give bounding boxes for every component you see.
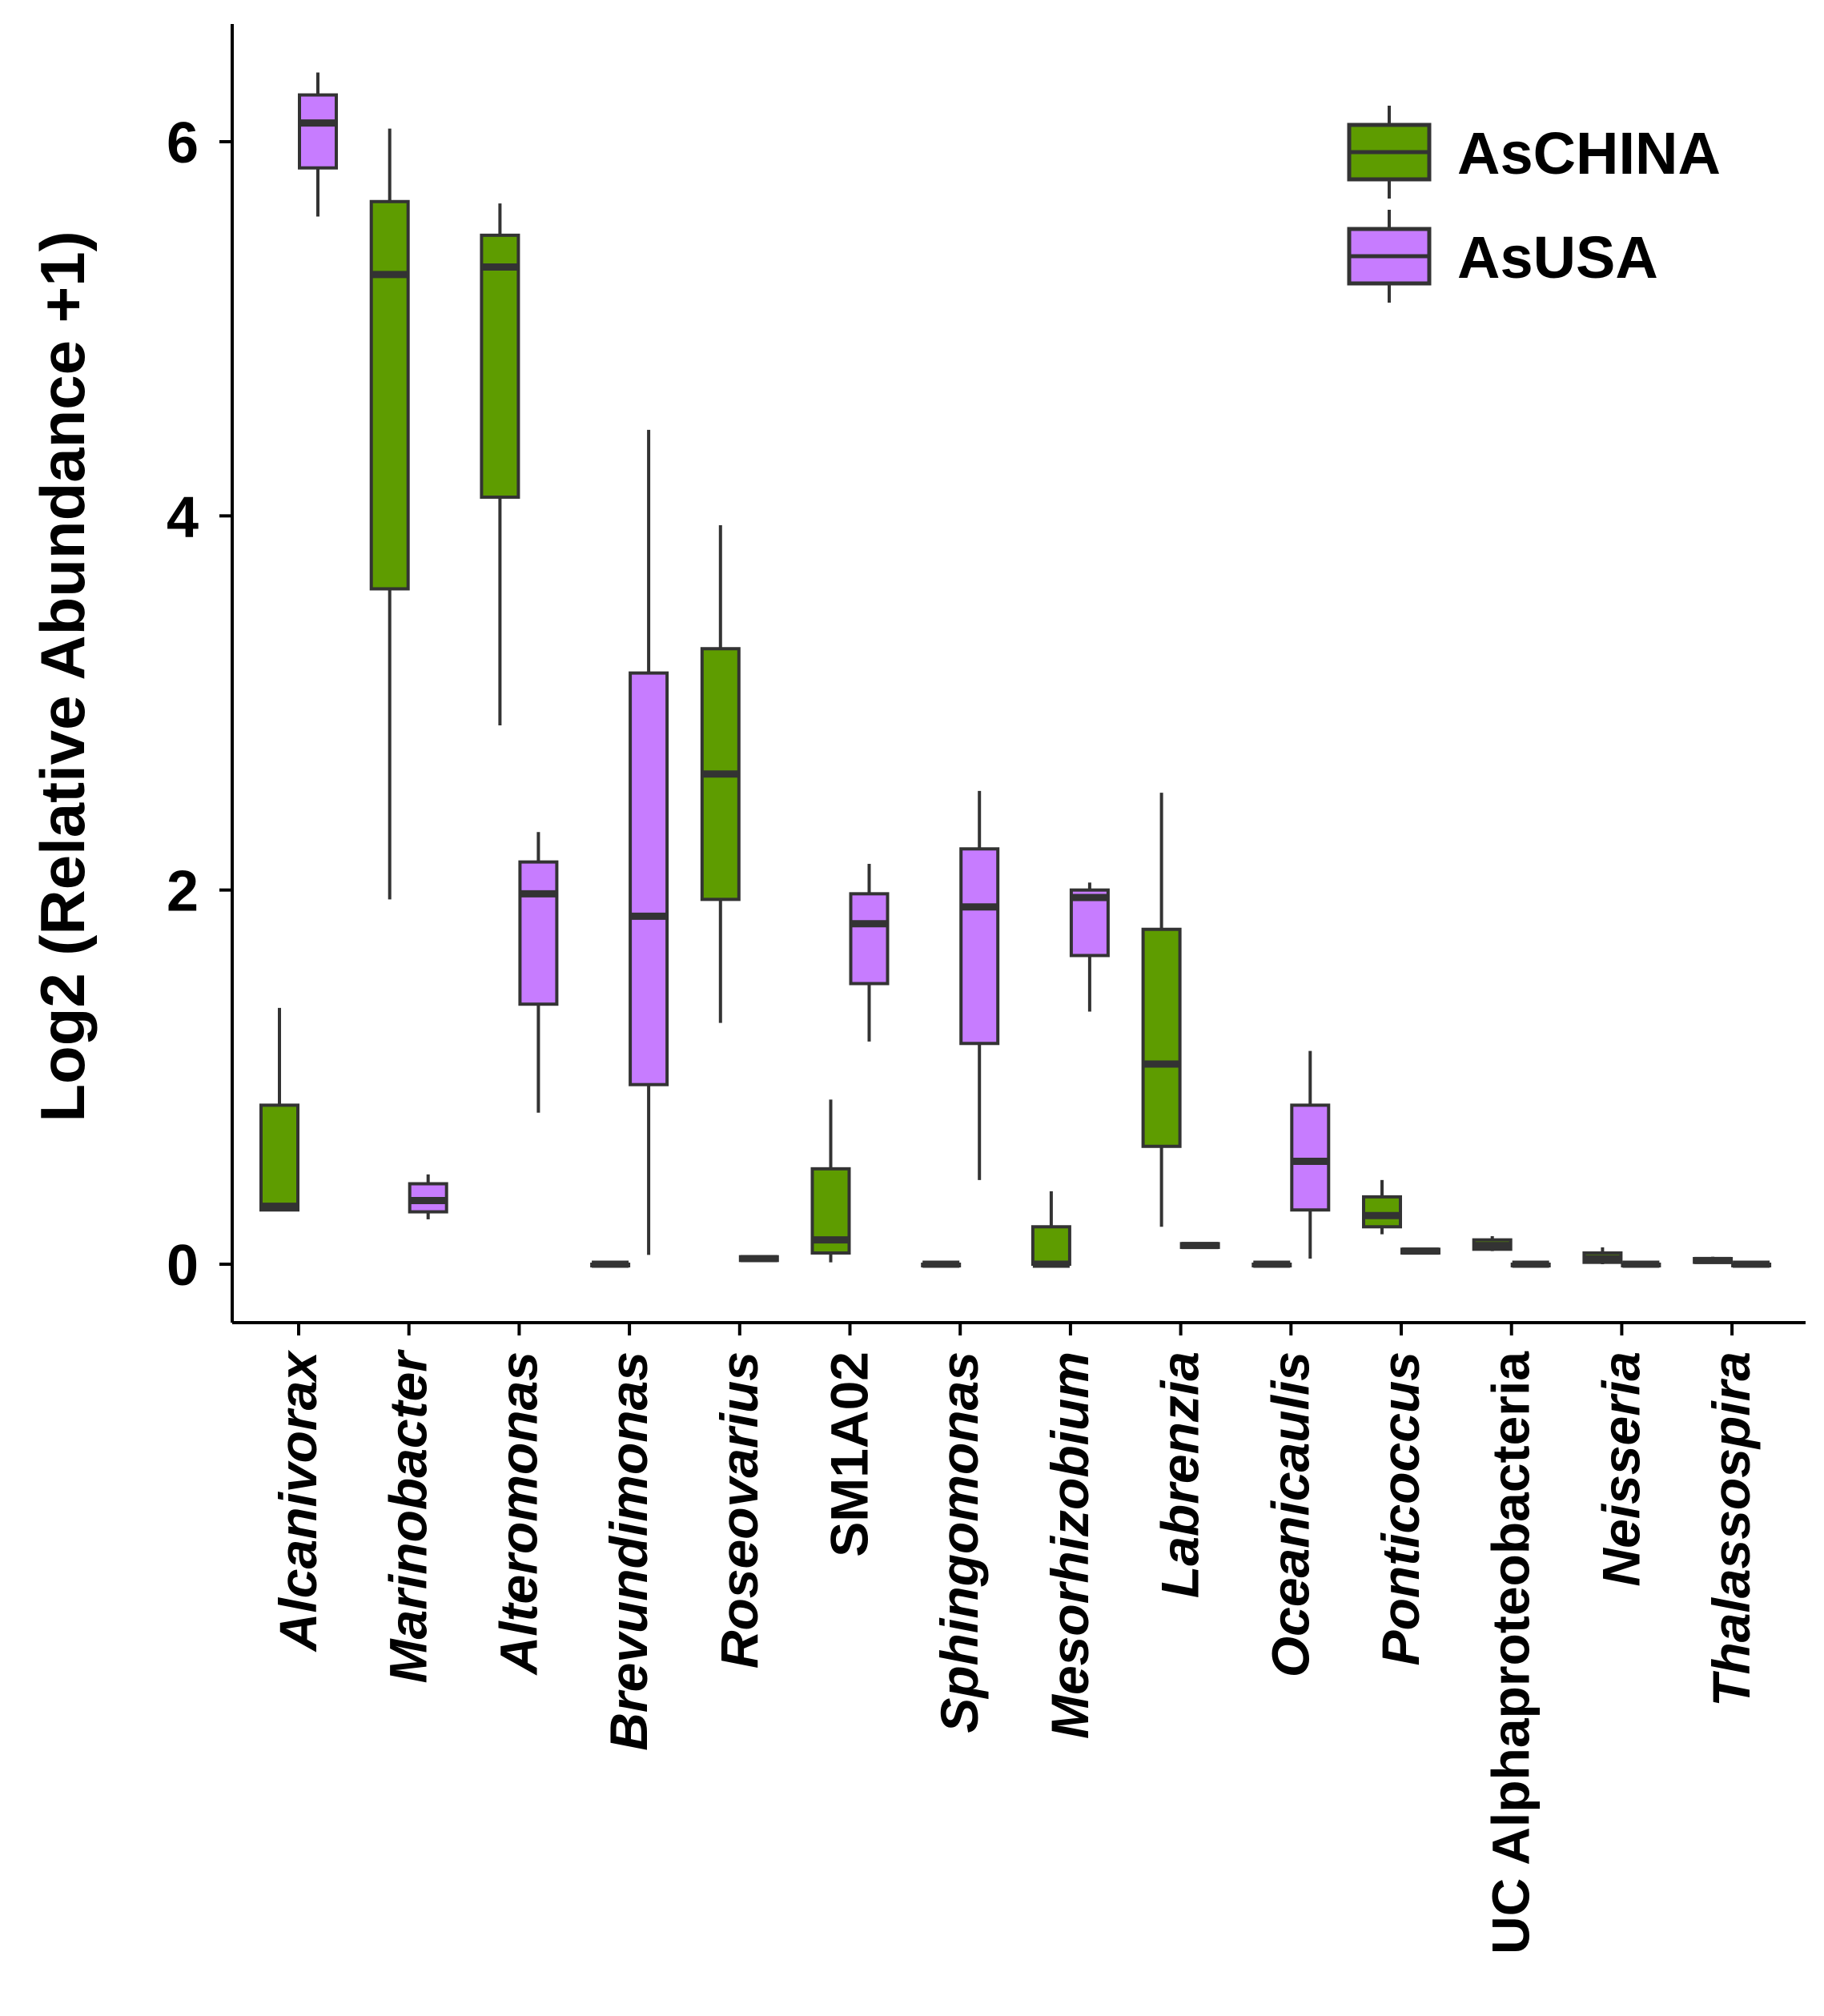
x-category-label: Labrenzia xyxy=(1151,1351,1210,1598)
x-category-label: Roseovarius xyxy=(709,1351,769,1669)
box-body xyxy=(369,199,410,591)
box-asusa xyxy=(1179,1242,1220,1250)
y-tick-label: 2 xyxy=(167,860,199,924)
x-category-label: Neisseria xyxy=(1591,1351,1650,1587)
box-asusa xyxy=(1731,1260,1772,1268)
x-category-label: Sphingomonas xyxy=(930,1351,989,1733)
box-aschina xyxy=(810,1099,851,1263)
box-asusa xyxy=(1290,1050,1331,1259)
box-body xyxy=(1290,1103,1331,1212)
box-aschina xyxy=(700,525,741,1023)
legend-item-aschina: AsCHINA xyxy=(1347,106,1721,199)
y-tick-label: 6 xyxy=(167,111,199,175)
legend-item-asusa: AsUSA xyxy=(1347,210,1658,303)
x-category-label: Alteromonas xyxy=(488,1351,548,1676)
box-aschina xyxy=(1472,1235,1513,1251)
box-aschina xyxy=(590,1260,631,1268)
box-aschina xyxy=(1362,1179,1402,1235)
box-asusa xyxy=(738,1255,779,1263)
legend: AsCHINA AsUSA xyxy=(1347,106,1721,303)
box-body xyxy=(1141,927,1182,1148)
box-aschina xyxy=(259,1007,299,1212)
x-category-label: Marinobacter xyxy=(379,1349,438,1684)
box-aschina xyxy=(1693,1256,1734,1264)
box-body xyxy=(1362,1195,1402,1229)
x-category-label: SM1A02 xyxy=(820,1351,879,1557)
box-asusa xyxy=(959,790,1000,1180)
axes: 0 2 4 6 xyxy=(167,24,1806,1335)
legend-label: AsUSA xyxy=(1457,224,1658,291)
x-category-label: Mesorhizobium xyxy=(1040,1351,1099,1739)
x-category-label: UC Alphaproteobacteria xyxy=(1481,1351,1541,1954)
box-asusa xyxy=(849,863,890,1042)
box-body xyxy=(849,892,890,986)
box-body xyxy=(629,671,669,1086)
legend-label: AsCHINA xyxy=(1457,120,1721,187)
box-asusa xyxy=(518,832,559,1113)
box-aschina xyxy=(1582,1247,1623,1264)
category-labels: Alcanivorax Marinobacter Alteromonas Brevun… xyxy=(268,1349,1761,1954)
box-body xyxy=(518,860,559,1006)
box-asusa xyxy=(298,72,338,217)
x-category-label: Alcanivorax xyxy=(268,1350,327,1653)
y-axis-title: Log2 (Relative Abundance +1) xyxy=(27,231,98,1122)
box-body xyxy=(959,847,1000,1046)
boxes xyxy=(259,72,1772,1268)
box-aschina xyxy=(480,203,520,726)
x-category-label: Brevundimonas xyxy=(599,1351,658,1751)
box-aschina xyxy=(921,1260,962,1268)
box-asusa xyxy=(1621,1260,1661,1268)
y-tick-label: 4 xyxy=(167,485,199,549)
box-asusa xyxy=(408,1174,448,1219)
box-asusa xyxy=(1069,882,1110,1012)
box-aschina xyxy=(369,128,410,900)
x-category-label: Ponticoccus xyxy=(1371,1351,1430,1665)
x-category-label: Oceanicaulis xyxy=(1260,1351,1320,1677)
box-body xyxy=(259,1103,299,1212)
x-category-label: Thalassospira xyxy=(1701,1351,1761,1707)
box-aschina xyxy=(1251,1260,1292,1268)
box-asusa xyxy=(629,429,669,1255)
box-aschina xyxy=(1141,793,1182,1227)
box-body xyxy=(298,93,338,170)
box-body xyxy=(1031,1225,1071,1267)
box-aschina xyxy=(1031,1191,1071,1268)
box-asusa xyxy=(1510,1260,1551,1268)
box-body xyxy=(480,233,520,499)
y-tick-label: 0 xyxy=(167,1234,199,1298)
box-asusa xyxy=(1400,1247,1440,1255)
